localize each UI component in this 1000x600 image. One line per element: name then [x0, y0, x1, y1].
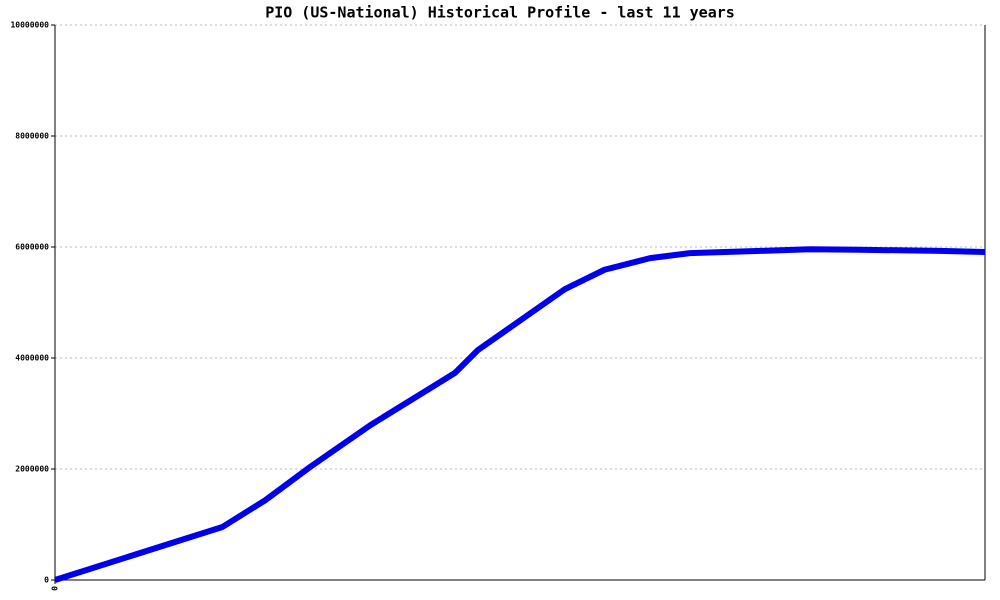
y-tick-label: 10000000: [10, 21, 49, 30]
x-tick-label: 0: [51, 586, 60, 591]
y-tick-label: 2000000: [15, 465, 49, 474]
y-tick-label: 6000000: [15, 243, 49, 252]
y-tick-label: 0: [44, 576, 49, 585]
y-tick-label: 4000000: [15, 354, 49, 363]
y-tick-label: 8000000: [15, 132, 49, 141]
chart-title: PIO (US-National) Historical Profile - l…: [265, 4, 735, 22]
data-line: [54, 246, 986, 583]
